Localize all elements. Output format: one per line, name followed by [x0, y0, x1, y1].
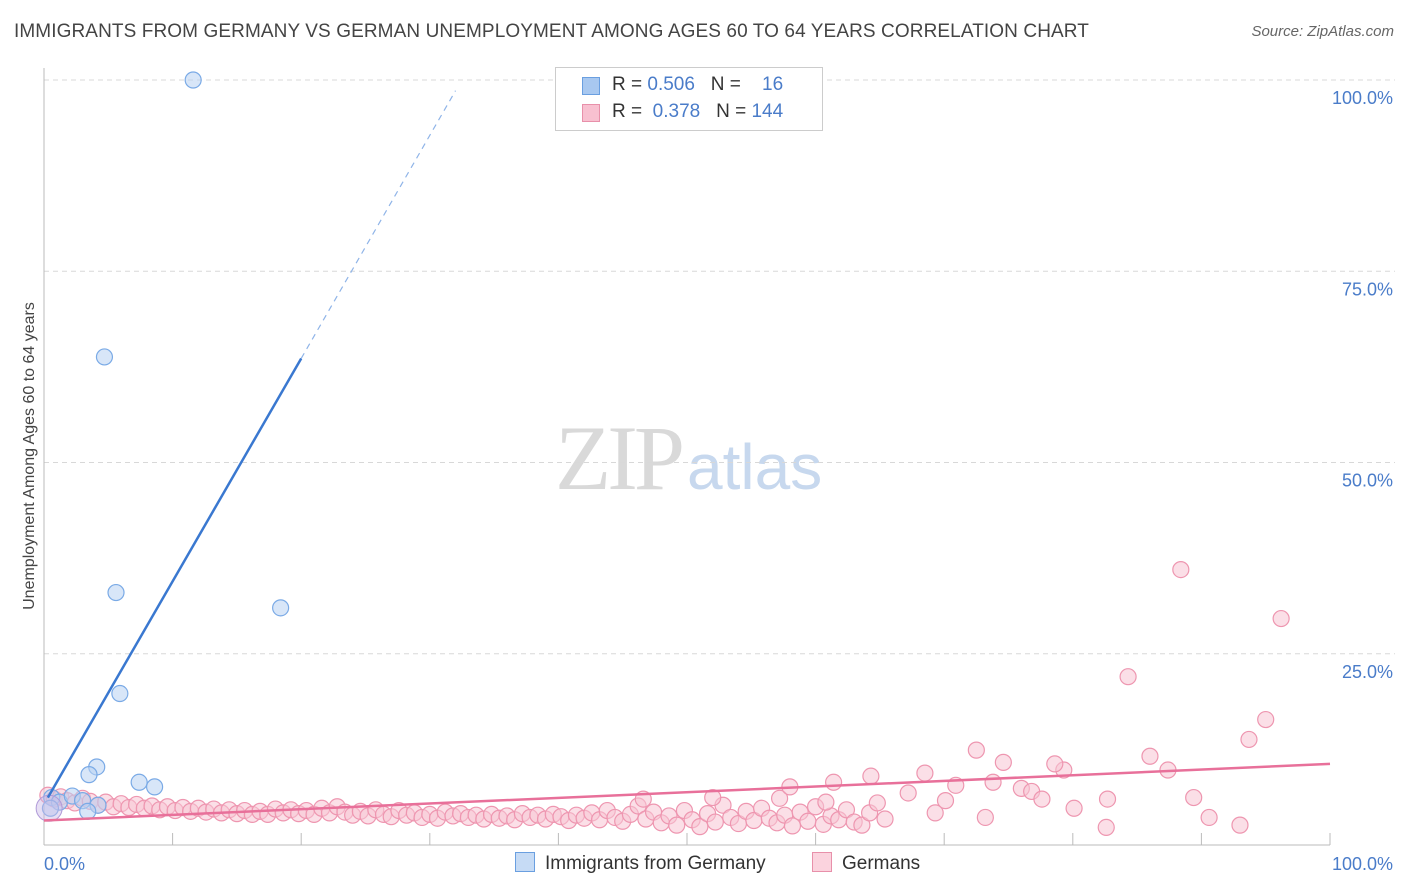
germans-point — [1119, 668, 1137, 686]
germans-point — [926, 804, 944, 822]
legend-n-label: N = — [716, 101, 747, 122]
legend-r-label: R = — [612, 101, 643, 122]
germans-point — [783, 817, 802, 835]
legend-n-label: N = — [710, 74, 741, 95]
axes — [43, 68, 1331, 846]
germans-point — [1272, 609, 1290, 628]
immigrants-point — [79, 802, 97, 820]
immigrants-point — [95, 348, 114, 366]
germans-point — [1185, 788, 1203, 807]
immigrants-point — [80, 766, 98, 784]
germans-point — [1098, 790, 1117, 808]
correlation-legend: R = 0.506 N = 16 R = 0.378 N = 144 — [555, 67, 823, 131]
germans-point — [704, 788, 722, 807]
germans-point — [994, 753, 1012, 771]
immigrants-point — [272, 599, 290, 617]
germans-point — [1141, 747, 1159, 765]
legend-swatch-immigrants — [582, 77, 600, 95]
germans-point — [984, 773, 1002, 791]
germans-point — [837, 801, 856, 819]
germans-point — [1046, 755, 1064, 773]
germans-point — [668, 816, 686, 834]
bottom-legend-label-germans: Germans — [842, 853, 921, 874]
germans-point — [936, 792, 955, 810]
germans-point — [916, 764, 934, 782]
bottom-legend-label-immigrants: Immigrants from Germany — [545, 853, 766, 874]
germans-point — [899, 784, 917, 802]
germans-point — [1257, 710, 1275, 729]
y-tick-label: 75.0% — [1342, 279, 1393, 299]
source-label: Source: ZipAtlas.com — [1251, 23, 1394, 40]
y-tick-label: 50.0% — [1342, 471, 1393, 491]
immigrants-trend-line — [46, 357, 303, 799]
germans-trend-line — [43, 762, 1331, 822]
germans-point — [876, 810, 894, 828]
germans-point — [1097, 818, 1115, 837]
y-tick-label: 25.0% — [1342, 662, 1393, 682]
germans-point — [1231, 816, 1249, 834]
germans-point — [976, 808, 994, 827]
legend-swatch-germans — [582, 104, 600, 122]
x-tick-label: 100.0% — [1332, 854, 1393, 874]
germans-point — [1033, 790, 1051, 808]
germans-point — [817, 793, 835, 811]
germans-point — [770, 789, 789, 807]
legend-r-value: 0.378 — [652, 101, 701, 122]
bottom-legend-swatch-immigrants — [515, 852, 535, 872]
immigrants-point — [111, 684, 129, 703]
watermark-atlas: atlas — [687, 431, 823, 503]
legend-r-label: R = — [612, 74, 643, 95]
germans-point — [799, 812, 817, 830]
immigrants-points — [35, 71, 290, 822]
legend-n-value: 144 — [751, 101, 784, 122]
germans-point — [868, 794, 886, 812]
germans-point — [967, 741, 985, 759]
tick-labels: 100.0% 75.0% 50.0% 25.0% 0.0% 100.0% — [44, 88, 1393, 874]
gridlines — [44, 79, 1395, 655]
germans-point — [691, 818, 709, 836]
legend-text-germans: R = 0.378 N = 144 — [612, 101, 783, 123]
immigrants-point — [41, 799, 60, 817]
watermark-zip: ZIP — [555, 407, 685, 509]
y-tick-label: 100.0% — [1332, 88, 1393, 108]
germans-point — [862, 767, 880, 785]
legend-text-immigrants: R = 0.506 N = 16 — [612, 74, 783, 96]
watermark: ZIPatlas — [555, 405, 822, 511]
germans-point — [853, 816, 871, 834]
germans-point — [706, 813, 724, 831]
germans-point — [1200, 808, 1218, 827]
germans-point — [825, 773, 843, 791]
germans-point — [1172, 560, 1190, 579]
immigrants-point — [145, 778, 164, 796]
trend-lines — [43, 90, 1331, 822]
germans-point — [1240, 730, 1258, 749]
chart-title: IMMIGRANTS FROM GERMANY VS GERMAN UNEMPL… — [14, 21, 1089, 42]
bottom-legend-immigrants: Immigrants from Germany — [515, 852, 766, 875]
immigrants-trend-extension — [300, 90, 457, 359]
immigrants-point — [184, 71, 202, 89]
immigrants-point — [107, 583, 125, 602]
immigrants-point — [130, 773, 148, 791]
legend-r-value: 0.506 — [647, 74, 695, 95]
germans-point — [1065, 799, 1083, 817]
legend-n-value: 16 — [762, 74, 784, 95]
overlap-point — [35, 794, 63, 822]
bottom-legend-germans: Germans — [812, 852, 920, 875]
bottom-legend-swatch-germans — [812, 852, 832, 872]
x-tick-label: 0.0% — [44, 854, 85, 874]
